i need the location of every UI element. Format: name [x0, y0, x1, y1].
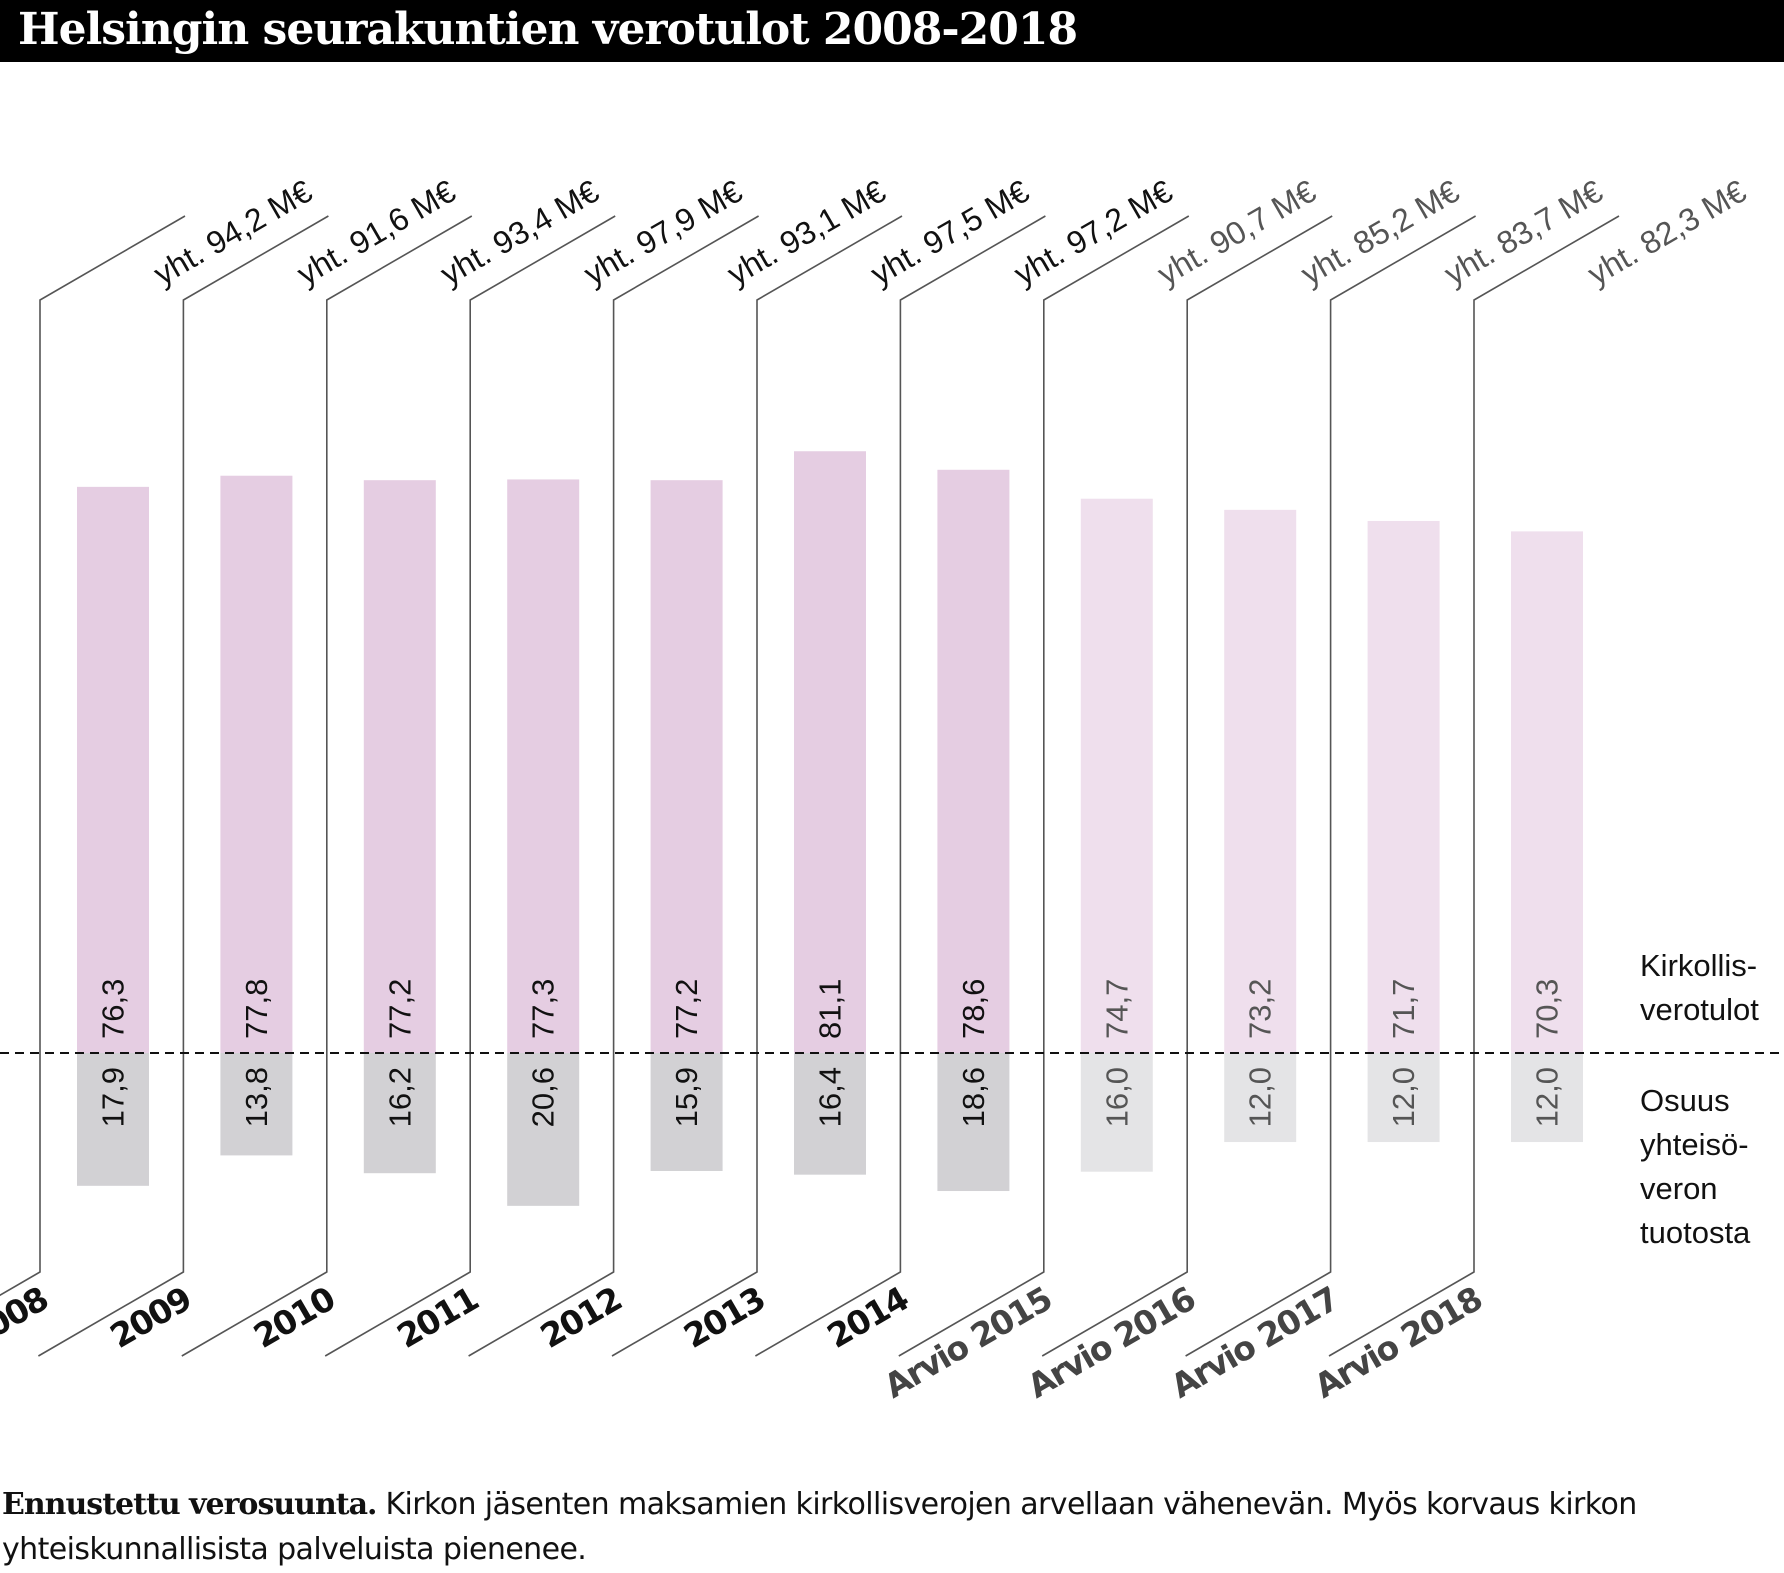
bar-corporate-tax	[937, 1053, 1010, 1192]
title-bar: Helsingin seurakuntien verotulot 2008-20…	[0, 0, 1784, 62]
bar-corporate-tax	[220, 1053, 293, 1156]
bar-church-tax	[77, 486, 149, 1053]
column-guide-line	[1041, 215, 1333, 1357]
bar-church-tax	[1224, 509, 1297, 1054]
value-label-church-tax: 81,1	[813, 979, 848, 1039]
total-label: yht. 97,2 M€	[1008, 173, 1179, 292]
bar-corporate-tax	[1511, 1053, 1583, 1143]
value-label-corporate-tax: 17,9	[96, 1067, 131, 1127]
total-label: yht. 83,7 M€	[1438, 173, 1609, 292]
bar-corporate-tax	[1367, 1053, 1440, 1143]
value-label-corporate-tax: 12,0	[1243, 1067, 1278, 1127]
column-guide-line	[0, 215, 186, 1297]
bar-church-tax	[363, 480, 436, 1053]
total-label: yht. 91,6 M€	[291, 173, 462, 292]
value-label-church-tax: 77,2	[382, 979, 417, 1039]
total-label: yht. 94,2 M€	[148, 173, 319, 292]
total-label: yht. 82,3 M€	[1582, 173, 1753, 292]
bar-church-tax	[1511, 531, 1583, 1053]
bar-corporate-tax	[650, 1053, 723, 1171]
series-label-church-tax: Kirkollis-	[1640, 948, 1757, 983]
series-label-corporate-tax: yhteisö-	[1640, 1127, 1749, 1162]
value-label-church-tax: 71,7	[1386, 979, 1421, 1039]
value-label-church-tax: 74,7	[1099, 979, 1134, 1039]
caption-lead: Ennustettu verosuunta.	[2, 1487, 378, 1522]
total-label: yht. 97,9 M€	[578, 173, 749, 292]
value-label-corporate-tax: 20,6	[526, 1067, 561, 1127]
bar-church-tax	[650, 480, 723, 1053]
bar-church-tax	[1080, 498, 1153, 1053]
column-guide-line	[1328, 215, 1620, 1357]
bar-corporate-tax	[507, 1053, 580, 1206]
column-guide-line	[37, 215, 329, 1357]
total-label: yht. 97,5 M€	[865, 173, 1036, 292]
bar-church-tax	[794, 451, 866, 1053]
total-label: yht. 93,4 M€	[434, 173, 605, 292]
series-label-church-tax: verotulot	[1640, 992, 1759, 1027]
bar-church-tax	[507, 479, 580, 1054]
value-label-church-tax: 70,3	[1530, 979, 1565, 1039]
value-label-corporate-tax: 13,8	[239, 1067, 274, 1127]
bar-church-tax	[937, 469, 1010, 1054]
column-guide-line	[898, 215, 1190, 1357]
column-guide-line	[611, 215, 903, 1357]
total-label: yht. 93,1 M€	[721, 173, 892, 292]
total-label: yht. 85,2 M€	[1295, 173, 1466, 292]
value-label-corporate-tax: 16,4	[813, 1067, 848, 1127]
bar-corporate-tax	[1080, 1053, 1153, 1172]
value-label-corporate-tax: 16,0	[1099, 1067, 1134, 1127]
series-label-corporate-tax: tuotosta	[1640, 1215, 1751, 1250]
value-label-church-tax: 78,6	[956, 979, 991, 1039]
series-label-corporate-tax: Osuus	[1640, 1083, 1730, 1118]
column-guide-line	[324, 215, 616, 1357]
bar-corporate-tax	[77, 1053, 149, 1186]
series-label-corporate-tax: veron	[1640, 1171, 1718, 1206]
value-label-corporate-tax: 12,0	[1530, 1067, 1565, 1127]
value-label-corporate-tax: 16,2	[382, 1067, 417, 1127]
value-label-corporate-tax: 12,0	[1386, 1067, 1421, 1127]
bar-corporate-tax	[1224, 1053, 1297, 1143]
value-label-corporate-tax: 18,6	[956, 1067, 991, 1127]
value-label-church-tax: 77,2	[669, 979, 704, 1039]
bar-corporate-tax	[363, 1053, 436, 1174]
value-label-church-tax: 76,3	[96, 979, 131, 1039]
bar-corporate-tax	[794, 1053, 866, 1175]
value-label-church-tax: 77,8	[239, 979, 274, 1039]
caption: Ennustettu verosuunta. Kirkon jäsenten m…	[2, 1482, 1762, 1572]
value-label-corporate-tax: 15,9	[669, 1067, 704, 1127]
chart-title: Helsingin seurakuntien verotulot 2008-20…	[18, 4, 1078, 55]
bar-church-tax	[220, 475, 293, 1053]
bar-church-tax	[1367, 520, 1440, 1053]
caption-text: Kirkon jäsenten maksamien kirkollisveroj…	[2, 1487, 1637, 1567]
total-label: yht. 90,7 M€	[1151, 173, 1322, 292]
column-guide-line	[1185, 215, 1477, 1357]
value-label-church-tax: 73,2	[1243, 979, 1278, 1039]
column-guide-line	[754, 215, 1046, 1357]
chart-area: 76,3 17,9 yht. 94,2 M€ 2008 77,8 13,8 yht. 91,…	[0, 62, 1784, 1462]
column-guide-line	[468, 215, 760, 1357]
value-label-church-tax: 77,3	[526, 979, 561, 1039]
column-guide-line	[181, 215, 473, 1357]
